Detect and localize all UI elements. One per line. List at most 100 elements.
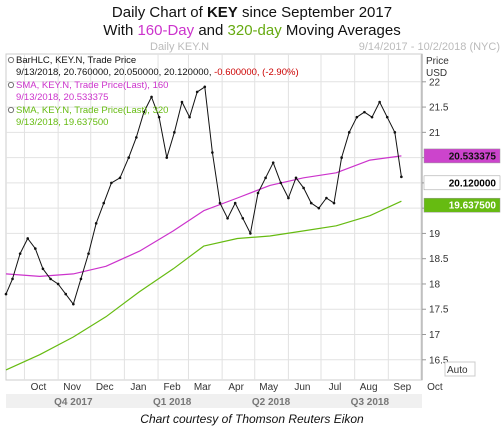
quarter-band (6, 394, 422, 408)
chart-title-line2: With 160-Day and 320-day Moving Averages (103, 22, 400, 39)
legend-detail: 9/13/2018, 19.637500 (16, 117, 108, 128)
y-tick-label: 21 (429, 128, 441, 139)
price-point (226, 216, 229, 220)
price-point (211, 151, 214, 154)
price-point (363, 110, 366, 114)
title2-prefix: With (103, 22, 137, 39)
price-point (49, 277, 52, 281)
price-point (41, 267, 45, 271)
title-suffix: since September 2017 (238, 4, 392, 21)
quarter-label: Q1 2018 (153, 397, 192, 408)
price-point (393, 131, 397, 134)
legend-pin-icon (7, 56, 15, 64)
price-point (241, 216, 245, 220)
y-tick-label: 16.5 (429, 355, 449, 366)
price-point (400, 175, 403, 179)
price-point (370, 115, 374, 119)
x-tick-label: Jul (329, 382, 342, 393)
price-point (378, 100, 381, 104)
x-tick-label: Apr (228, 382, 244, 393)
legend-title: BarHLC, KEY.N, Trade Price (16, 55, 136, 66)
price-point (203, 85, 207, 89)
price-point (325, 196, 328, 200)
x-tick-label: Oct (427, 382, 443, 393)
title2-suffix: Moving Averages (282, 22, 401, 39)
price-point (264, 176, 267, 180)
quarter-label: Q3 2018 (351, 397, 390, 408)
price-point (34, 247, 37, 250)
y-tick-label: 18.5 (429, 254, 449, 265)
price-point (87, 252, 90, 255)
x-tick-label: Mar (194, 382, 212, 393)
price-point (127, 156, 131, 159)
usd-header: USD (426, 68, 447, 79)
value-labels: 20.533375 20.120000 19.637500 (423, 148, 501, 213)
price-point (142, 110, 146, 114)
subtitle-right: 9/14/2017 - 10/2/2018 (NYC) (359, 41, 500, 53)
price-point (110, 181, 113, 185)
legend-detail: 9/13/2018, 20.760000, 20.050000, 20.1200… (16, 67, 299, 78)
series-line-2 (5, 200, 402, 371)
price-point (18, 252, 22, 255)
x-tick-label: Sep (393, 382, 411, 393)
price-point (218, 201, 222, 205)
auto-label[interactable]: Auto (447, 365, 468, 376)
title2-ma2: 320-day (228, 22, 283, 39)
x-tick-label: Oct (31, 382, 47, 393)
price-point (165, 156, 169, 159)
legend-pin-icon (7, 106, 15, 114)
y-tick-label: 19 (429, 229, 441, 240)
chart-footer: Chart courtesy of Thomson Reuters Eikon (140, 412, 364, 426)
price-header: Price (426, 56, 449, 67)
series-layer (4, 85, 403, 371)
grid-lines (6, 54, 422, 380)
value-label-box (423, 175, 501, 191)
y-tick-label: 22 (429, 77, 441, 88)
price-point (279, 181, 283, 185)
price-point (233, 201, 237, 205)
title2-ma1: 160-Day (137, 22, 194, 39)
price-point (79, 277, 83, 281)
x-tick-label: Nov (63, 382, 81, 393)
price-point (355, 115, 359, 119)
price-point (118, 176, 122, 180)
price-point (157, 115, 161, 119)
price-point (249, 232, 252, 235)
price-point (150, 95, 153, 99)
price-point (4, 292, 8, 296)
price-point (256, 191, 260, 195)
price-point (287, 196, 290, 200)
price-point (180, 100, 184, 104)
value-label-box (423, 148, 501, 164)
value-label-box (423, 197, 501, 213)
x-tick-label: Jan (130, 382, 146, 393)
price-point (102, 201, 106, 205)
plot-area (5, 53, 423, 381)
title-ticker: KEY (207, 4, 238, 21)
auto-box[interactable] (444, 361, 476, 377)
price-point (26, 237, 30, 240)
y-tick-label: 17.5 (429, 305, 449, 316)
price-point (195, 90, 199, 94)
y-tick-label: 17 (429, 330, 441, 341)
legend-change: -0.600000, (-2.90%) (214, 67, 299, 78)
title2-middle: and (194, 22, 227, 39)
legend-detail: 9/13/2018, 20.533375 (16, 92, 108, 103)
x-tick-label: May (259, 382, 278, 393)
x-tick-label: Feb (163, 382, 181, 393)
price-point (94, 222, 98, 225)
value-label-text: 20.533375 (449, 151, 497, 162)
legend-pin-icon (7, 81, 15, 89)
price-point (294, 176, 298, 180)
y-tick-label: 21.5 (429, 103, 449, 114)
y-tick-label: 18 (429, 279, 441, 290)
price-point (385, 115, 389, 119)
price-point (173, 131, 176, 134)
price-point (347, 131, 351, 134)
quarter-label: Q4 2017 (54, 397, 93, 408)
x-tick-label: Aug (360, 382, 378, 393)
legend-title: SMA, KEY.N, Trade Price(Last), 160 (16, 80, 168, 91)
